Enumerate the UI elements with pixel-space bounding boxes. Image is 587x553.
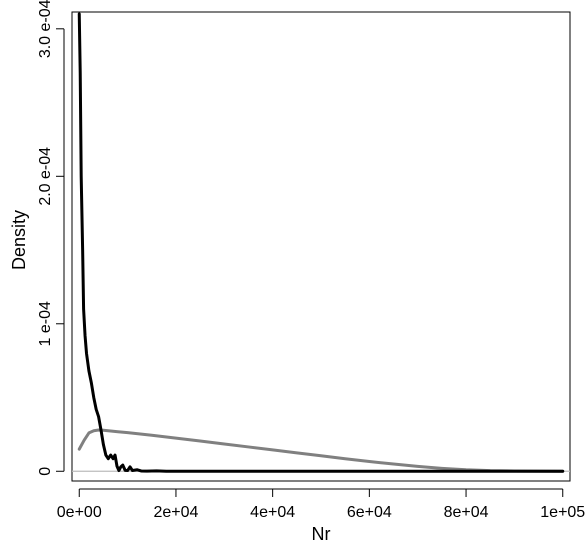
x-tick-label: 1e+05 bbox=[540, 504, 585, 521]
x-axis: 0e+00 2e+04 4e+04 6e+04 8e+04 1e+05 bbox=[57, 488, 585, 521]
y-axis: 0 1 e-04 2.0 e-04 3.0 e-04 bbox=[37, 0, 65, 476]
x-tick-label: 8e+04 bbox=[444, 504, 489, 521]
x-tick-label: 2e+04 bbox=[153, 504, 198, 521]
y-tick-label: 3.0 e-04 bbox=[37, 0, 54, 58]
series-line-1 bbox=[77, 12, 565, 473]
series-line-2 bbox=[77, 428, 565, 473]
x-tick-label: 4e+04 bbox=[250, 504, 295, 521]
y-axis-title: Density bbox=[9, 210, 29, 270]
plot-frame bbox=[71, 11, 571, 482]
x-tick-label: 6e+04 bbox=[347, 504, 392, 521]
x-axis-title: Nr bbox=[312, 524, 331, 544]
y-tick-label: 2.0 e-04 bbox=[37, 147, 54, 206]
plot-area bbox=[71, 11, 571, 482]
x-tick-label: 0e+00 bbox=[57, 504, 102, 521]
y-tick-label: 1 e-04 bbox=[37, 301, 54, 346]
y-tick-label: 0 bbox=[37, 467, 54, 476]
